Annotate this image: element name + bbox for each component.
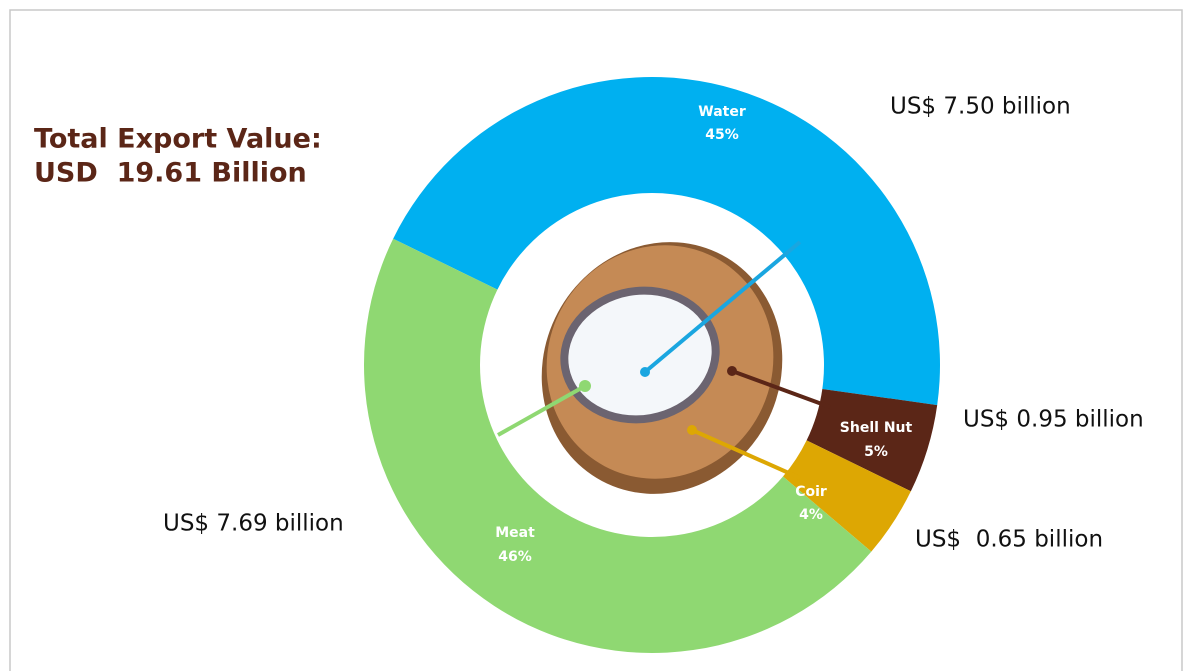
amount-label: US$ 0.95 billion xyxy=(963,407,1144,433)
segment-name: Meat xyxy=(495,525,535,541)
amount-label: US$ 0.65 billion xyxy=(915,527,1103,553)
amount-label: US$ 7.50 billion xyxy=(890,94,1071,120)
chart-subtitle: USD 19.61 Billion xyxy=(34,158,307,189)
labels: Water 45% US$ 7.50 billion Shell Nut 5% US$ 0… xyxy=(163,94,1144,566)
segment-name: Coir xyxy=(795,484,827,500)
frame xyxy=(9,9,1183,671)
donut-segment xyxy=(806,388,938,492)
segment-percent: 4% xyxy=(799,507,823,523)
amount-label: US$ 7.69 billion xyxy=(163,511,344,537)
chart-title: Total Export Value: xyxy=(34,124,322,155)
leader-lines xyxy=(497,240,831,480)
donut-segment xyxy=(782,440,911,552)
donut-segment xyxy=(393,76,941,406)
segment-percent: 5% xyxy=(864,444,888,460)
donut xyxy=(363,76,941,654)
segment-percent: 45% xyxy=(705,127,739,143)
segment-name: Water xyxy=(698,104,746,120)
donut-segment xyxy=(363,238,872,654)
segment-percent: 46% xyxy=(498,549,532,565)
segment-name: Shell Nut xyxy=(840,420,913,436)
